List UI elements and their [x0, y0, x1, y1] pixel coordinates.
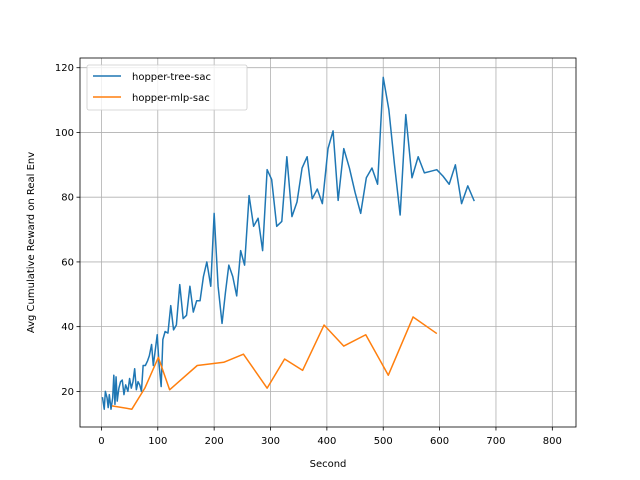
x-tick-label: 500 — [374, 436, 393, 447]
y-axis-label: Avg Cumulative Reward on Real Env — [26, 152, 37, 333]
series-lines — [101, 76, 475, 410]
legend: hopper-tree-sac hopper-mlp-sac — [86, 64, 248, 111]
x-tick-label: 600 — [430, 436, 449, 447]
x-tick-label: 400 — [317, 436, 336, 447]
y-tick-label: 120 — [55, 63, 74, 74]
y-tick-label: 100 — [55, 128, 74, 139]
y-tick-label: 40 — [61, 322, 74, 333]
y-tick-label: 80 — [61, 193, 74, 204]
plot-frame — [79, 57, 577, 428]
y-tick-label: 60 — [61, 257, 74, 268]
legend-box — [86, 64, 248, 111]
plot-background — [80, 58, 576, 427]
x-tick-label: 700 — [486, 436, 505, 447]
series-line-hopper-tree-sac — [101, 76, 475, 410]
legend-label-hopper-tree-sac: hopper-tree-sac — [132, 72, 211, 83]
grid — [80, 58, 576, 427]
y-tick-label: 20 — [61, 387, 74, 398]
x-tick-label: 800 — [543, 436, 562, 447]
x-tick-label: 200 — [205, 436, 224, 447]
x-tick-label: 300 — [261, 436, 280, 447]
x-axis-label: Second — [310, 459, 347, 470]
x-tick-label: 100 — [148, 436, 167, 447]
series-line-hopper-mlp-sac — [111, 316, 438, 410]
x-tick-label: 0 — [98, 436, 104, 447]
axis-ticks: 0 100 200 300 400 500 600 700 800 20 40 60 80 100 120 — [55, 63, 562, 447]
legend-label-hopper-mlp-sac: hopper-mlp-sac — [132, 93, 210, 104]
